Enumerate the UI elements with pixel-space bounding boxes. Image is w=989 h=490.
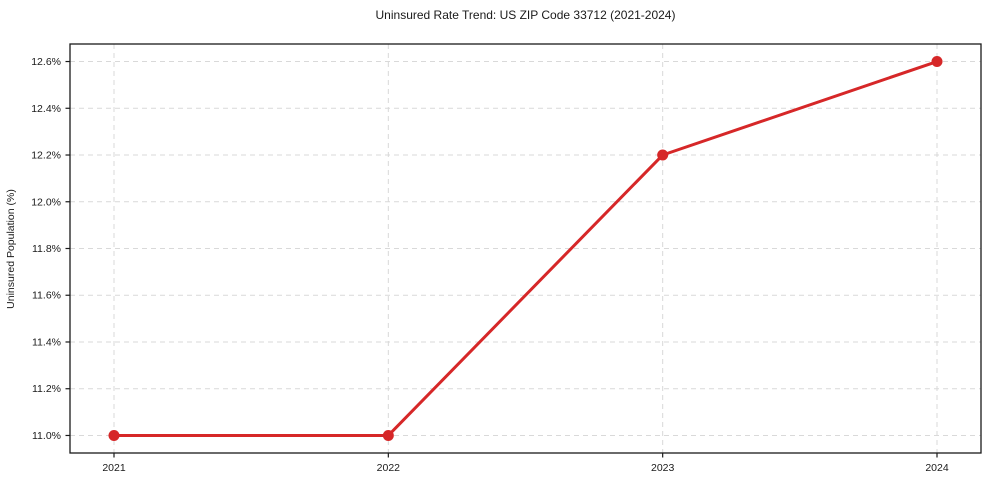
x-tick-label: 2024 [925, 462, 949, 474]
chart-title: Uninsured Rate Trend: US ZIP Code 33712 … [375, 8, 676, 22]
data-point-marker [108, 429, 120, 441]
y-tick-label: 12.0% [31, 196, 61, 208]
y-axis-label: Uninsured Population (%) [0, 44, 22, 453]
y-tick-label: 11.6% [32, 290, 61, 302]
x-tick-label: 2022 [377, 462, 401, 474]
y-tick-label: 11.8% [32, 243, 61, 255]
y-tick-label: 12.2% [31, 150, 61, 162]
y-tick-label: 11.0% [32, 430, 61, 442]
y-tick-label: 11.4% [32, 336, 61, 348]
y-axis-label-text: Uninsured Population (%) [5, 188, 17, 309]
x-tick-label: 2021 [102, 462, 126, 474]
trend-line [112, 60, 939, 437]
data-point-marker [382, 429, 394, 441]
y-tick-label: 12.4% [31, 103, 61, 115]
x-tick-label: 2023 [651, 462, 675, 474]
data-point-marker [931, 56, 943, 68]
data-point-marker [657, 149, 669, 161]
y-tick-label: 12.6% [31, 56, 61, 68]
y-tick-label: 11.2% [32, 383, 61, 395]
